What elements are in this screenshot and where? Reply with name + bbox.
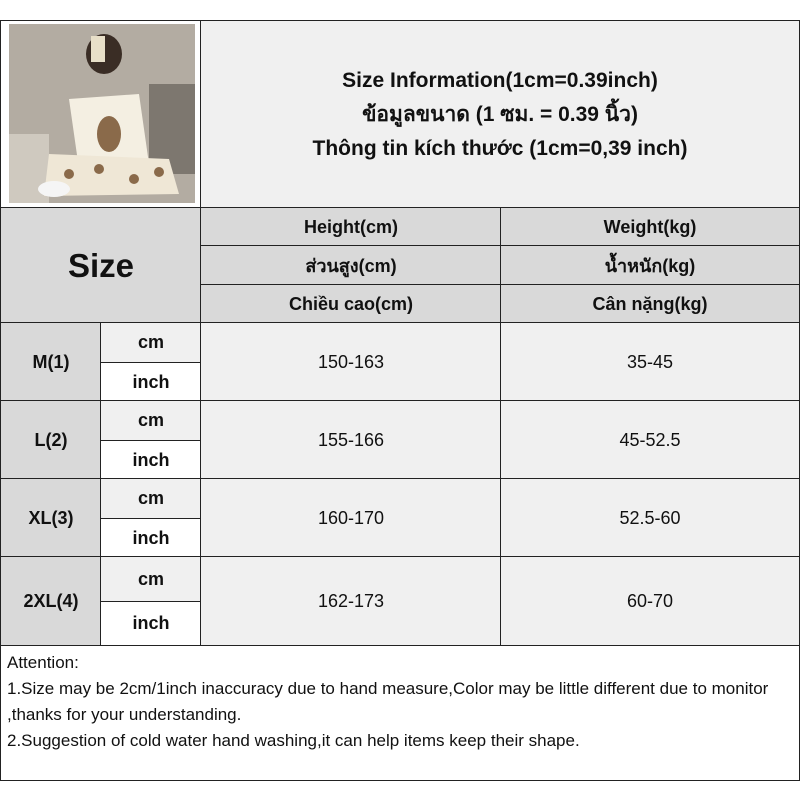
weight-value: 52.5-60 <box>500 478 800 558</box>
unit-cm: cm <box>100 322 202 363</box>
unit-cm: cm <box>100 400 202 441</box>
unit-inch: inch <box>100 362 202 402</box>
weight-header-en: Weight(kg) <box>500 207 800 247</box>
height-value: 150-163 <box>200 322 502 402</box>
model-image <box>9 24 195 203</box>
size-label: 2XL(4) <box>0 556 102 646</box>
weight-value: 60-70 <box>500 556 800 646</box>
size-label: M(1) <box>0 322 102 402</box>
weight-value: 35-45 <box>500 322 800 402</box>
title-vietnamese: Thông tin kích thước (1cm=0,39 inch) <box>312 136 688 160</box>
height-value: 160-170 <box>200 478 502 558</box>
title-thai: ข้อมูลขนาด (1 ซม. = 0.39 นิ้ว) <box>362 102 638 126</box>
attention-notes: Attention: 1.Size may be 2cm/1inch inacc… <box>0 645 800 781</box>
weight-header-vi: Cân nặng(kg) <box>500 284 800 324</box>
size-info-title: Size Information(1cm=0.39inch) ข้อมูลขนา… <box>200 20 800 209</box>
product-photo <box>9 24 195 203</box>
unit-inch: inch <box>100 601 202 646</box>
unit-cm: cm <box>100 556 202 602</box>
weight-value: 45-52.5 <box>500 400 800 480</box>
unit-inch: inch <box>100 440 202 480</box>
note-1: 1.Size may be 2cm/1inch inaccuracy due t… <box>7 679 769 724</box>
height-value: 155-166 <box>200 400 502 480</box>
height-value: 162-173 <box>200 556 502 646</box>
unit-inch: inch <box>100 518 202 558</box>
notes-heading: Attention: <box>7 653 79 672</box>
height-header-vi: Chiều cao(cm) <box>200 284 502 324</box>
height-header-th: ส่วนสูง(cm) <box>200 245 502 286</box>
weight-header-th: น้ำหนัก(kg) <box>500 245 800 286</box>
title-english: Size Information(1cm=0.39inch) <box>342 68 658 92</box>
note-2: 2.Suggestion of cold water hand washing,… <box>7 731 580 750</box>
size-header: Size <box>0 207 202 324</box>
size-label: XL(3) <box>0 478 102 558</box>
size-label: L(2) <box>0 400 102 480</box>
unit-cm: cm <box>100 478 202 519</box>
height-header-en: Height(cm) <box>200 207 502 247</box>
